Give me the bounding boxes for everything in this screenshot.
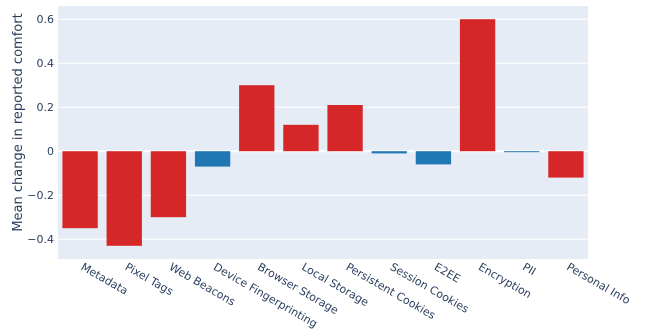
y-tick-label: −0.4 (27, 233, 54, 246)
bar-persistent-cookies (327, 105, 363, 152)
x-tick-label: Metadata (79, 260, 131, 297)
x-tick-label: Personal Info (564, 260, 632, 307)
bar-metadata (62, 151, 98, 229)
x-tick-label: E2EE (432, 260, 463, 285)
bar-personal-info (548, 151, 584, 178)
y-tick-label: 0.2 (37, 101, 55, 114)
bar-pixel-tags (106, 151, 142, 246)
x-tick-label: PII (520, 260, 538, 278)
bar-local-storage (283, 124, 319, 152)
bar-web-beacons (150, 151, 187, 218)
bar-session-cookies (371, 151, 407, 154)
bars (62, 19, 584, 246)
bar-browser-storage (239, 85, 275, 152)
bar-device-fingerprinting (194, 151, 231, 167)
y-tick-label: 0 (47, 145, 54, 158)
y-tick-labels: 0.6 0.4 0.2 0 −0.2 −0.4 (27, 13, 54, 246)
bar-e2ee (415, 151, 452, 165)
y-tick-label: 0.4 (37, 57, 55, 70)
y-axis-title: Mean change in reported comfort (11, 13, 26, 231)
bar-encryption (459, 19, 496, 152)
x-tick-label: Pixel Tags (123, 260, 176, 298)
plot-background (58, 6, 588, 259)
y-tick-label: 0.6 (37, 13, 55, 26)
gridlines (58, 18, 588, 240)
y-tick-label: −0.2 (27, 189, 54, 202)
bar-pii (504, 151, 540, 153)
